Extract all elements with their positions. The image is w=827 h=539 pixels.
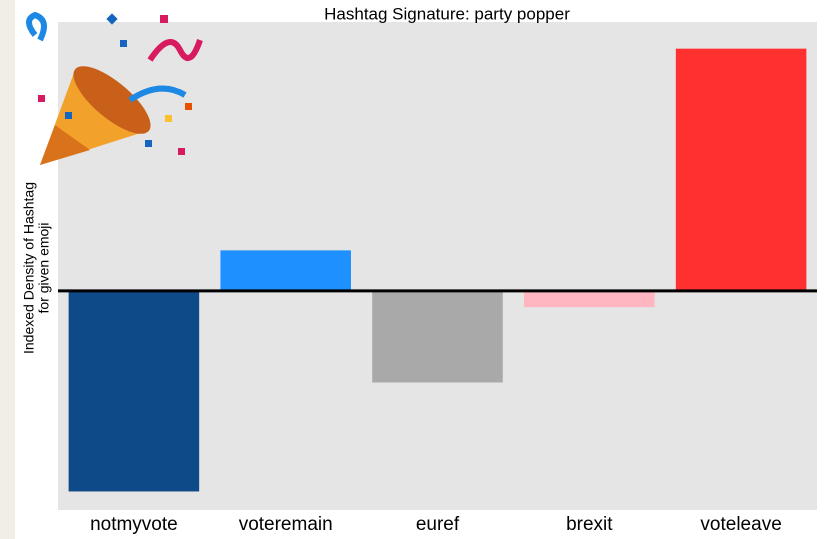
x-tick-label: voteremain (239, 514, 333, 535)
x-tick-label: euref (416, 514, 460, 535)
y-axis-label: Indexed Density of Hashtag (21, 182, 37, 354)
bar (372, 290, 503, 383)
x-tick-label: voteleave (700, 514, 781, 535)
bar (675, 48, 807, 291)
x-tick-label: brexit (566, 514, 613, 535)
bar (68, 290, 200, 492)
bar (220, 250, 351, 291)
chart-title: Hashtag Signature: party popper (324, 4, 570, 23)
x-tick-label: notmyvote (90, 514, 178, 535)
bar (524, 290, 655, 308)
y-axis-label: for given emoji (36, 222, 52, 313)
